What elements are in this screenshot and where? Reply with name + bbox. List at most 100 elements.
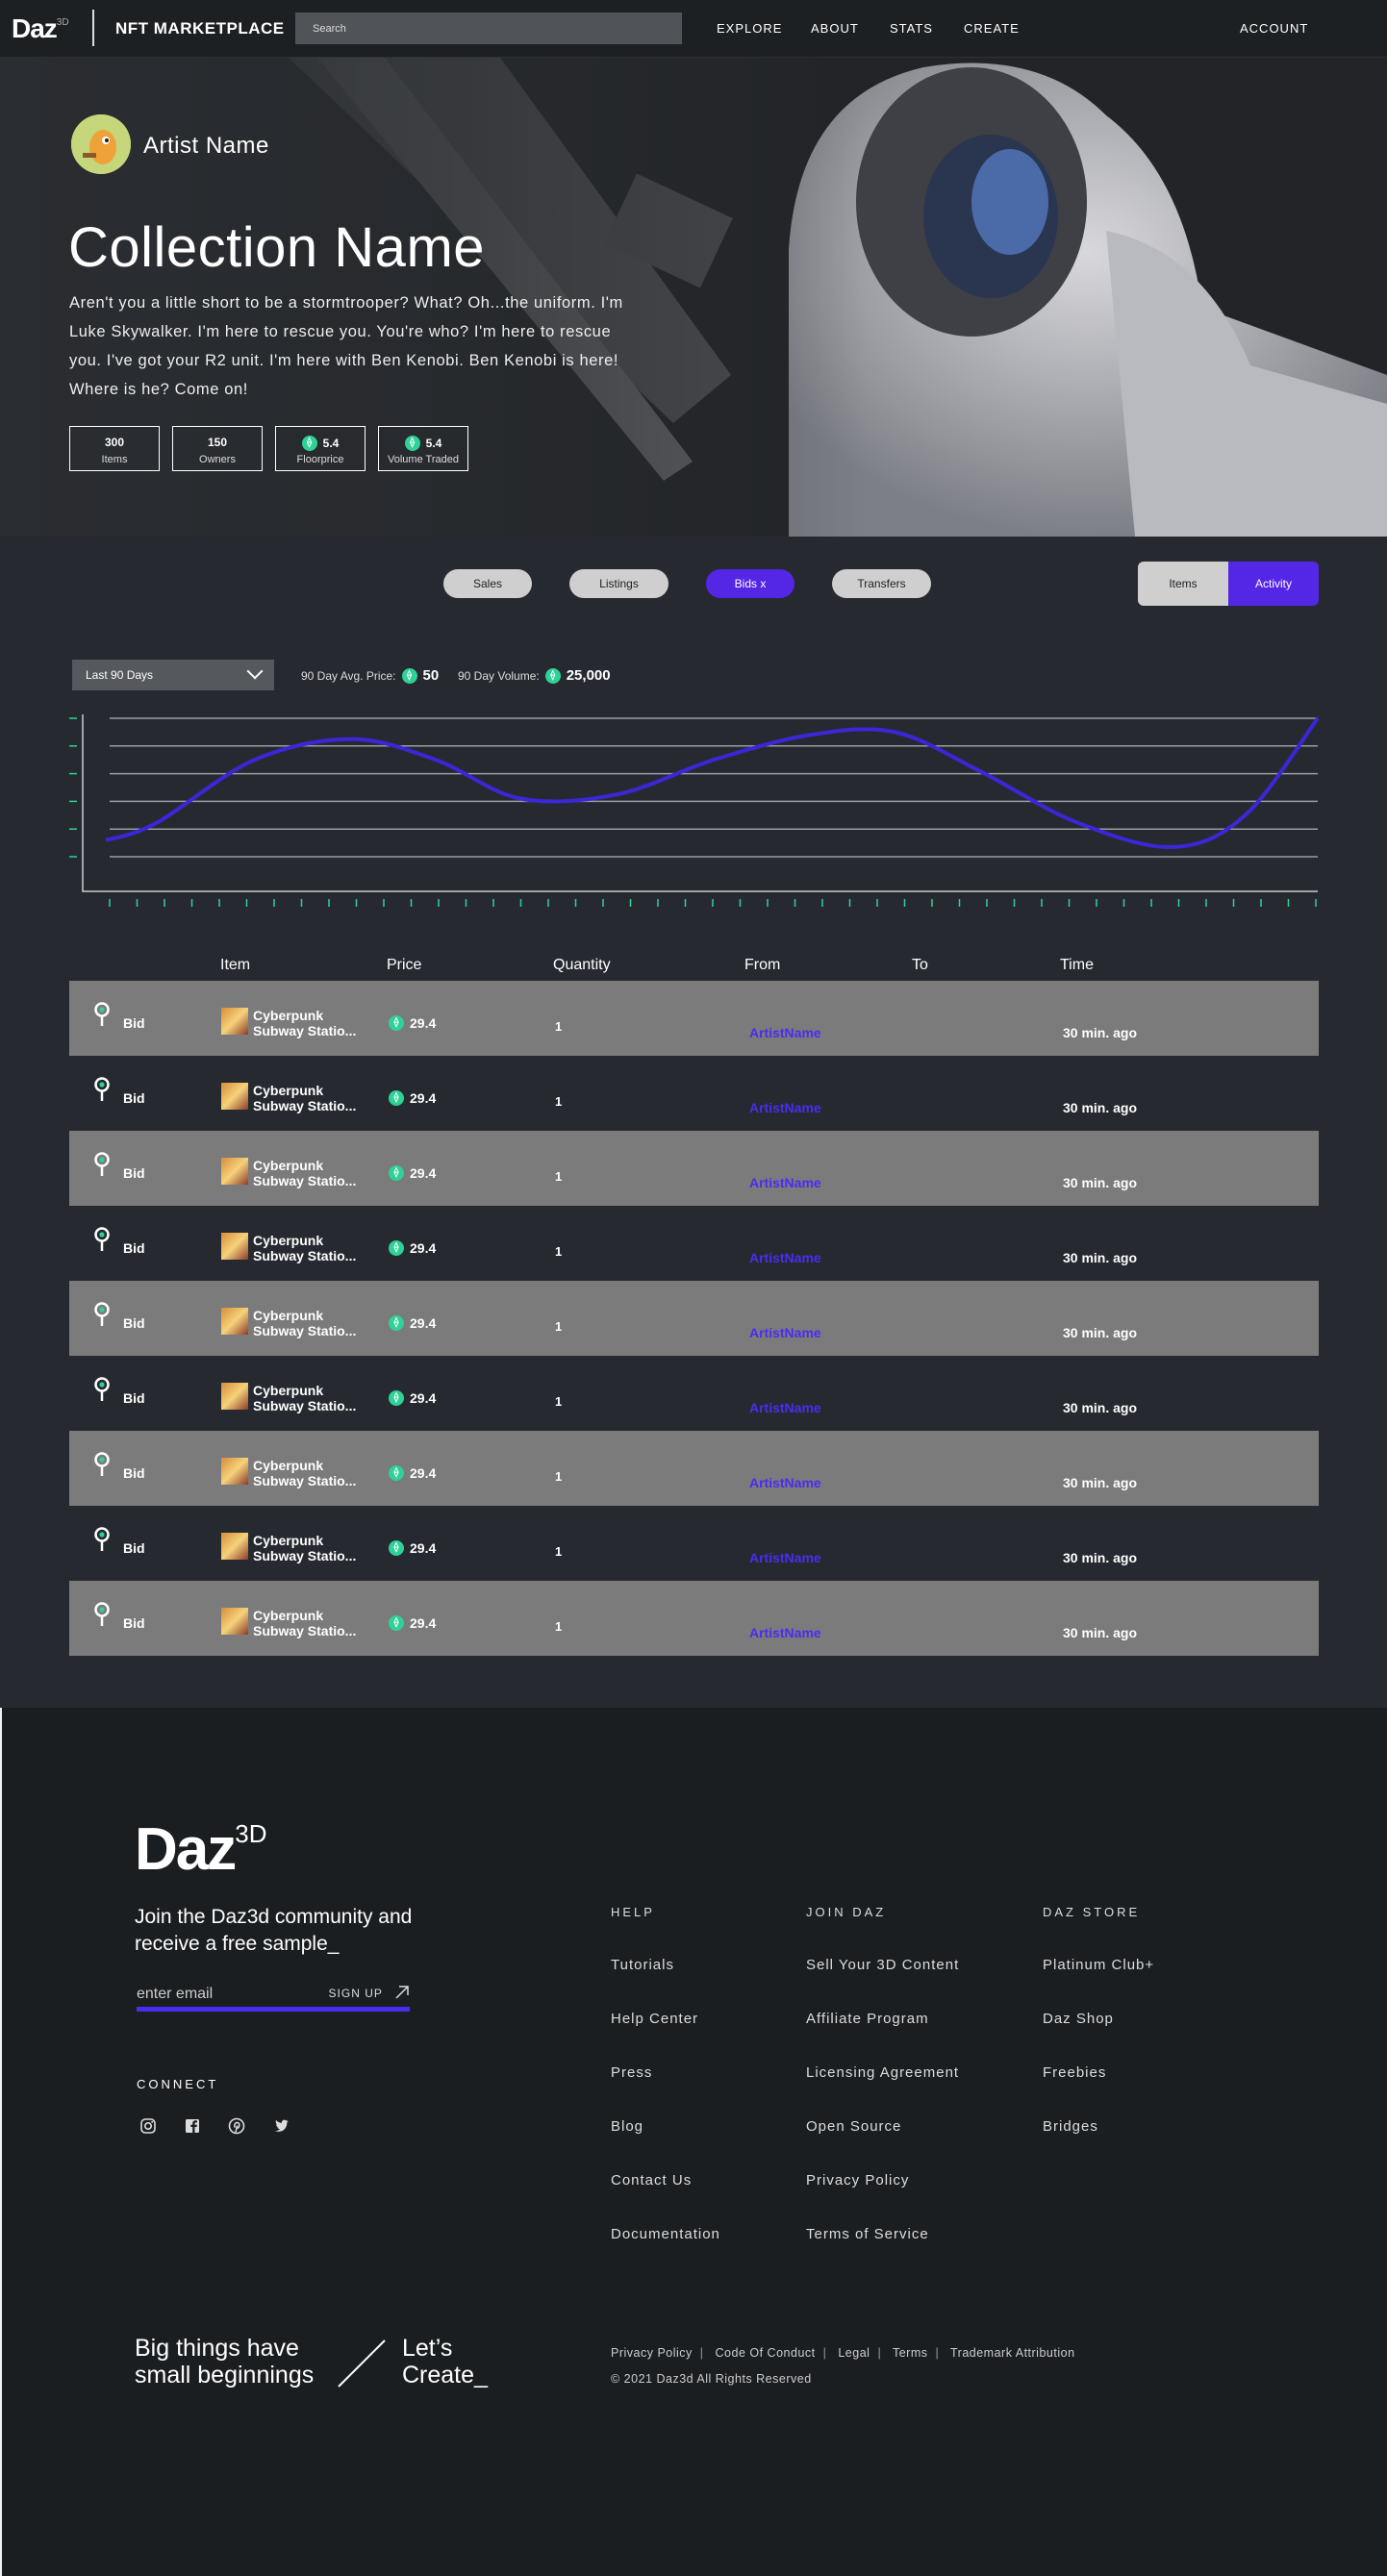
item-thumbnail[interactable]: [221, 1008, 248, 1035]
footer-link-sell-content[interactable]: Sell Your 3D Content: [806, 1957, 960, 1973]
from-user-link[interactable]: ArtistName: [749, 1025, 821, 1040]
footer-link-affiliate[interactable]: Affiliate Program: [806, 2011, 929, 2027]
item-thumbnail[interactable]: [221, 1608, 248, 1635]
pinterest-icon[interactable]: [227, 2116, 246, 2136]
bid-pin-icon: [94, 1002, 110, 1032]
table-row[interactable]: Bid Cyberpunk Subway Statio... ⟠ 29.4 1 Artist…: [69, 1131, 1319, 1206]
item-thumbnail[interactable]: [221, 1533, 248, 1560]
item-name[interactable]: Cyberpunk Subway Statio...: [253, 1233, 368, 1263]
filter-transfers[interactable]: Transfers: [832, 569, 931, 598]
artist-name[interactable]: Artist Name: [143, 133, 269, 159]
item-quantity: 1: [555, 1169, 563, 1184]
item-thumbnail[interactable]: [221, 1308, 248, 1335]
table-row[interactable]: Bid Cyberpunk Subway Statio... ⟠ 29.4 1 Artist…: [69, 1581, 1319, 1656]
email-field[interactable]: [137, 1983, 319, 2006]
from-user-link[interactable]: ArtistName: [749, 1400, 821, 1415]
eth-icon: ⟠: [401, 667, 417, 684]
footer-link-daz-shop[interactable]: Daz Shop: [1043, 2011, 1114, 2027]
eth-icon: ⟠: [389, 1615, 404, 1631]
item-name[interactable]: Cyberpunk Subway Statio...: [253, 1008, 368, 1038]
from-user-link[interactable]: ArtistName: [749, 1175, 821, 1190]
footer-link-contact-us[interactable]: Contact Us: [611, 2172, 693, 2188]
footer-link-documentation[interactable]: Documentation: [611, 2226, 720, 2242]
nav-create[interactable]: CREATE: [964, 21, 1020, 36]
filter-bids[interactable]: Bids x: [706, 569, 794, 598]
table-row[interactable]: Bid Cyberpunk Subway Statio... ⟠ 29.4 1 Artist…: [69, 1056, 1319, 1131]
from-user-link[interactable]: ArtistName: [749, 1550, 821, 1565]
table-row[interactable]: Bid Cyberpunk Subway Statio... ⟠ 29.4 1 Artist…: [69, 1506, 1319, 1581]
item-name[interactable]: Cyberpunk Subway Statio...: [253, 1458, 368, 1488]
instagram-icon[interactable]: [139, 2116, 158, 2136]
footer-link-help-center[interactable]: Help Center: [611, 2011, 699, 2027]
col-header-quantity[interactable]: Quantity: [553, 957, 611, 973]
table-row[interactable]: Bid Cyberpunk Subway Statio... ⟠ 29.4 1 Artist…: [69, 981, 1319, 1056]
item-name[interactable]: Cyberpunk Subway Statio...: [253, 1083, 368, 1113]
from-user-link[interactable]: ArtistName: [749, 1475, 821, 1490]
nav-explore[interactable]: EXPLORE: [717, 21, 783, 36]
table-row[interactable]: Bid Cyberpunk Subway Statio... ⟠ 29.4 1 Artist…: [69, 1431, 1319, 1506]
from-user-link[interactable]: ArtistName: [749, 1100, 821, 1115]
col-header-time[interactable]: Time: [1060, 957, 1094, 973]
item-price: ⟠ 29.4: [389, 1615, 436, 1631]
toggle-activity[interactable]: Activity: [1228, 562, 1319, 606]
filter-sales[interactable]: Sales: [443, 569, 532, 598]
event-time: 30 min. ago: [1063, 1025, 1138, 1040]
footer-link-bridges[interactable]: Bridges: [1043, 2118, 1098, 2135]
item-thumbnail[interactable]: [221, 1083, 248, 1110]
footer-link-tutorials[interactable]: Tutorials: [611, 1957, 674, 1973]
date-range-select[interactable]: Last 90 Days: [72, 660, 274, 690]
footer-link-open-source[interactable]: Open Source: [806, 2118, 902, 2135]
nav-about[interactable]: ABOUT: [811, 21, 859, 36]
item-thumbnail[interactable]: [221, 1158, 248, 1185]
price-value: 29.4: [410, 1165, 437, 1181]
nav-stats[interactable]: STATS: [890, 21, 933, 36]
chevron-down-icon: [246, 663, 264, 680]
footer-link-freebies[interactable]: Freebies: [1043, 2064, 1107, 2081]
from-user-link[interactable]: ArtistName: [749, 1250, 821, 1265]
legal-terms[interactable]: Terms: [892, 2346, 928, 2360]
footer-link-blog[interactable]: Blog: [611, 2118, 644, 2135]
legal-code-of-conduct[interactable]: Code Of Conduct: [715, 2346, 816, 2360]
footer-link-platinum[interactable]: Platinum Club+: [1043, 1957, 1155, 1973]
filter-listings[interactable]: Listings: [569, 569, 668, 598]
item-thumbnail[interactable]: [221, 1233, 248, 1260]
footer-link-terms[interactable]: Terms of Service: [806, 2226, 929, 2242]
eth-icon: ⟠: [389, 1240, 404, 1256]
legal-trademark[interactable]: Trademark Attribution: [949, 2346, 1075, 2360]
col-header-price[interactable]: Price: [387, 957, 422, 973]
col-header-item[interactable]: Item: [220, 957, 251, 973]
legal-privacy[interactable]: Privacy Policy: [611, 2346, 693, 2360]
price-value: 29.4: [410, 1315, 437, 1331]
footer-link-press[interactable]: Press: [611, 2064, 653, 2081]
item-thumbnail[interactable]: [221, 1383, 248, 1410]
signup-label: SIGN UP: [328, 1987, 383, 2000]
item-name[interactable]: Cyberpunk Subway Statio...: [253, 1308, 368, 1338]
col-header-to[interactable]: To: [912, 957, 928, 973]
bid-pin-icon: [94, 1227, 110, 1257]
legal-legal[interactable]: Legal: [838, 2346, 870, 2360]
facebook-icon[interactable]: [183, 2116, 202, 2136]
artist-avatar[interactable]: [71, 114, 131, 174]
item-name[interactable]: Cyberpunk Subway Statio...: [253, 1533, 368, 1563]
footer-daz-logo[interactable]: Daz3D: [135, 1815, 267, 1884]
table-row[interactable]: Bid Cyberpunk Subway Statio... ⟠ 29.4 1 Artist…: [69, 1281, 1319, 1356]
stat-label: Owners: [199, 454, 236, 465]
footer-link-privacy[interactable]: Privacy Policy: [806, 2172, 910, 2188]
daz-logo[interactable]: Daz3D: [12, 13, 69, 44]
twitter-icon[interactable]: [272, 2116, 291, 2136]
item-name[interactable]: Cyberpunk Subway Statio...: [253, 1608, 368, 1638]
item-thumbnail[interactable]: [221, 1458, 248, 1485]
item-name[interactable]: Cyberpunk Subway Statio...: [253, 1158, 368, 1188]
table-row[interactable]: Bid Cyberpunk Subway Statio... ⟠ 29.4 1 Artist…: [69, 1356, 1319, 1431]
footer-link-licensing[interactable]: Licensing Agreement: [806, 2064, 960, 2081]
nav-account[interactable]: ACCOUNT: [1240, 21, 1309, 36]
from-user-link[interactable]: ArtistName: [749, 1325, 821, 1340]
signup-button[interactable]: SIGN UP: [329, 1985, 410, 2000]
col-header-from[interactable]: From: [744, 957, 781, 973]
table-row[interactable]: Bid Cyberpunk Subway Statio... ⟠ 29.4 1 Artist…: [69, 1206, 1319, 1281]
search-input[interactable]: [295, 13, 682, 44]
stat-value: ⟠ 5.4: [379, 436, 467, 451]
from-user-link[interactable]: ArtistName: [749, 1625, 821, 1640]
toggle-items[interactable]: Items: [1138, 562, 1228, 606]
item-name[interactable]: Cyberpunk Subway Statio...: [253, 1383, 368, 1413]
